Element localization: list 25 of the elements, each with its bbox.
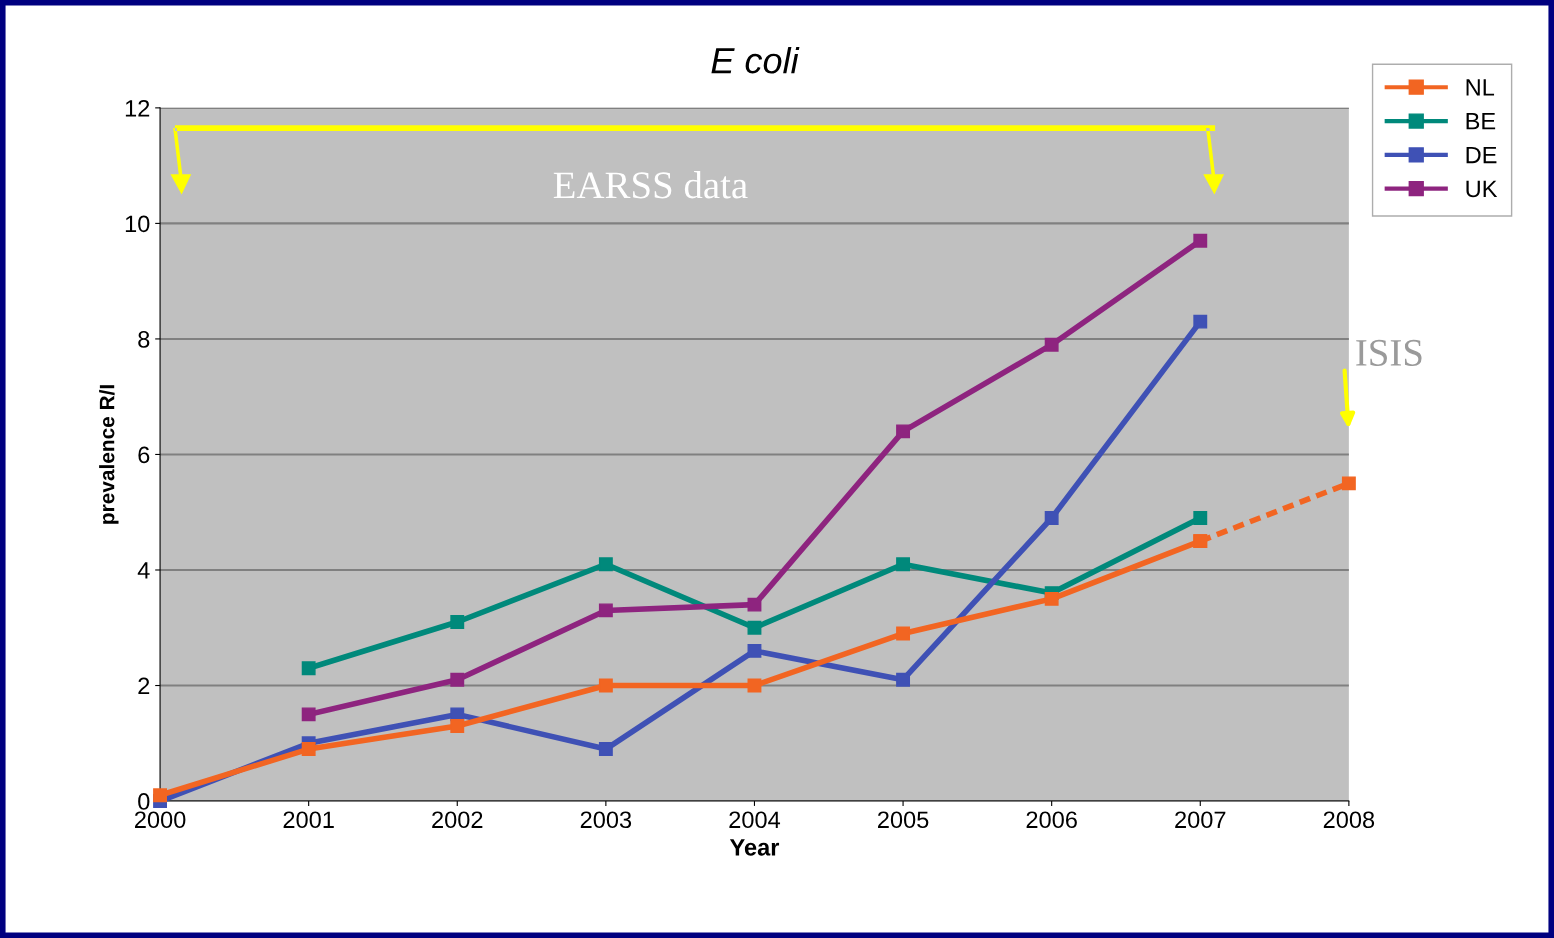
x-axis-title: Year <box>729 839 780 856</box>
legend-label: UK <box>1466 180 1498 198</box>
y-axis-title: prevalence R/I <box>99 385 119 524</box>
x-tick-label: 2001 <box>283 811 334 829</box>
chart-title: E coli <box>711 46 800 74</box>
legend-label: NL <box>1466 79 1495 96</box>
x-tick-label: 2005 <box>878 811 929 829</box>
y-tick-label: 6 <box>138 446 150 464</box>
x-tick-label: 2003 <box>580 811 632 829</box>
x-tick-label: 2004 <box>729 811 781 829</box>
annotation: EARSS data <box>553 171 748 199</box>
y-tick-label: 12 <box>125 99 150 117</box>
y-tick-label: 4 <box>137 562 150 579</box>
y-tick-label: 10 <box>125 215 150 233</box>
x-tick-label: 2002 <box>432 811 483 829</box>
legend-label: DE <box>1466 146 1497 164</box>
x-tick-label: 2008 <box>1323 811 1375 829</box>
legend-label: BE <box>1466 113 1496 130</box>
x-tick-label: 2006 <box>1026 811 1077 829</box>
x-tick-label: 2007 <box>1175 811 1226 829</box>
y-tick-label: 0 <box>138 793 150 810</box>
text: ISIS <box>1356 339 1422 366</box>
x-tick-label: 2000 <box>134 811 186 829</box>
y-tick-label: 2 <box>138 677 150 695</box>
y-tick-label: 8 <box>138 331 150 348</box>
